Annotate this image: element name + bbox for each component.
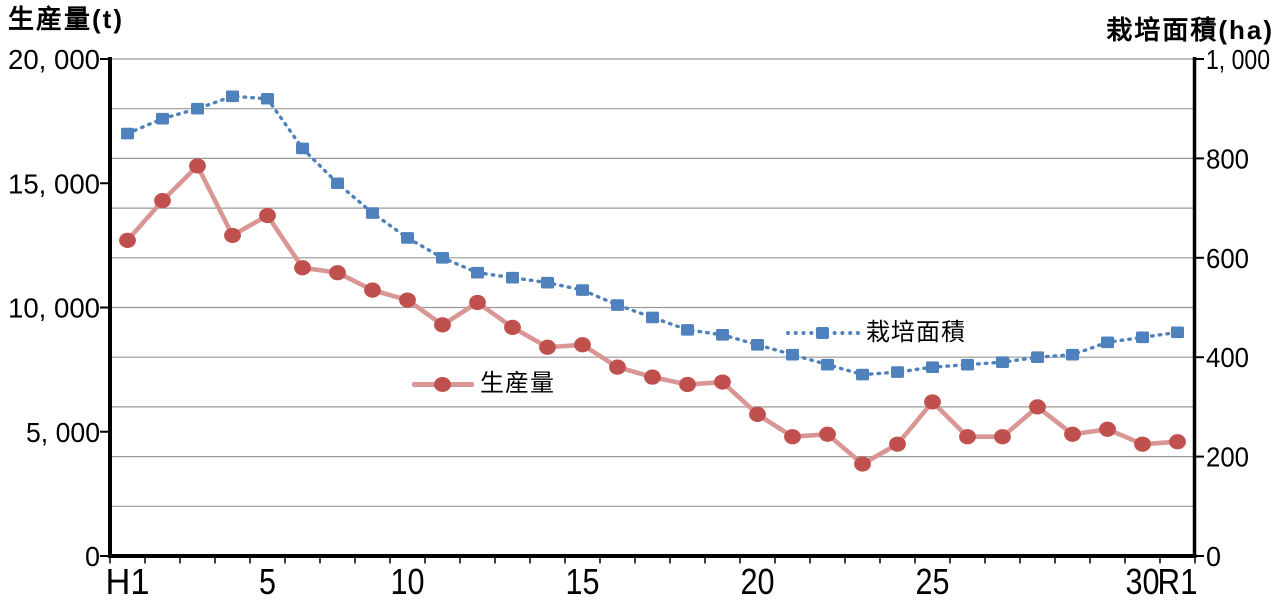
y-axis-label-right: 400 [1206,342,1249,373]
production-marker [189,158,206,174]
production-marker [119,232,136,249]
x-axis-label: R1 [1158,561,1198,602]
production-marker [1099,421,1116,437]
production-marker [1169,434,1186,450]
legend-area-label: 栽培面積 [866,319,966,346]
area-marker [191,102,204,115]
area-marker [296,142,309,155]
production-marker [259,207,276,224]
area-line-swatch [786,327,860,339]
area-marker [436,252,449,264]
x-axis-label: H1 [106,561,150,602]
production-marker [644,369,661,385]
production-marker [924,394,941,410]
area-marker [261,92,274,105]
production-marker [399,292,416,308]
area-marker [821,358,834,371]
production-marker [154,193,171,209]
area-marker [401,232,414,244]
production-marker [1029,399,1046,415]
series-production [119,158,1186,472]
production-marker [434,317,451,333]
x-axis-label: 5 [259,561,276,602]
area-marker [891,366,904,378]
y-axis-label-right: 600 [1206,243,1249,274]
production-marker [224,227,241,244]
production-marker [1134,436,1151,452]
production-marker [889,436,906,452]
production-marker [994,429,1011,445]
production-marker [609,359,626,375]
area-marker [786,348,799,361]
area-marker-icon [816,327,829,339]
production-marker [679,376,696,393]
area-marker [926,361,939,373]
x-axis-label: 10 [391,561,425,602]
area-marker [366,207,379,219]
production-marker [854,456,871,472]
x-axis-label: 15 [566,561,600,602]
area-marker [576,284,589,296]
x-axis-label: 30 [1126,561,1160,602]
legend-area: 栽培面積 [786,320,966,346]
production-marker [714,374,731,390]
area-line [125,94,1180,377]
production-line-swatch [412,376,474,392]
legend-production-label: 生産量 [480,370,555,397]
area-marker [541,276,554,289]
area-marker [1101,336,1114,349]
production-marker [574,337,591,353]
area-marker [1171,326,1184,339]
y-axis-label-right: 1, 000 [1206,44,1270,75]
area-marker [506,271,519,284]
y-axis-label-left: 20, 000 [8,44,100,75]
area-marker [1136,331,1149,344]
y-axis-label-right: 0 [1206,541,1221,572]
production-marker [329,265,346,281]
production-marker [1064,426,1081,442]
production-marker [364,282,381,298]
area-marker [1031,351,1044,363]
axis-labels: 0 5, 000 10, 000 15, 000 20, 000 0 200 400 600 80… [8,44,1270,602]
area-marker [646,311,659,324]
production-marker [294,260,311,276]
area-marker [226,90,239,103]
x-axis-label: 20 [741,561,775,602]
y-axis-label-left: 5, 000 [26,417,100,448]
production-marker [784,429,801,445]
axes [100,57,1204,564]
gridlines [109,58,1196,507]
y-axis-label-left: 0 [85,541,100,572]
y-axis-label-right: 200 [1206,442,1249,473]
x-axis-label: 25 [916,561,950,602]
right-axis-title: 栽培面積(ha) [1106,15,1274,45]
production-marker [959,429,976,445]
area-marker [716,329,729,341]
area-marker [1066,348,1079,361]
production-marker [469,294,486,311]
area-marker [996,356,1009,368]
legend-production: 生産量 [412,371,555,397]
production-marker-icon [434,376,451,392]
area-marker [121,127,134,140]
area-marker [961,358,974,371]
area-marker [611,299,624,311]
production-marker [539,339,556,355]
series-area [121,90,1184,381]
area-marker [156,112,169,125]
left-axis-title: 生産量(t) [8,4,124,34]
production-marker [819,426,836,442]
area-marker [751,338,764,351]
area-marker [856,368,869,381]
area-marker [331,177,344,190]
y-axis-label-left: 10, 000 [8,293,100,324]
production-marker [749,406,766,422]
y-axis-label-left: 15, 000 [8,168,100,199]
area-marker [681,324,694,336]
y-axis-label-right: 800 [1206,143,1249,174]
production-marker [504,319,521,335]
area-marker [471,266,484,279]
